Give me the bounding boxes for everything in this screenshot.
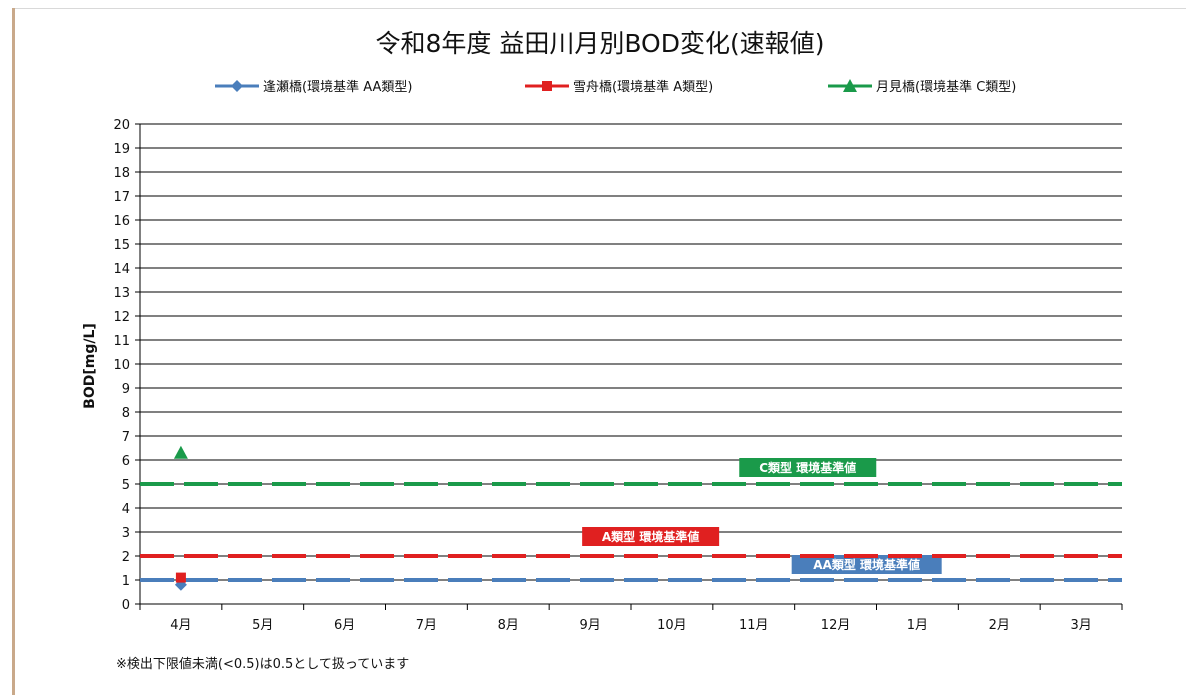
y-tick-label: 16 bbox=[113, 214, 130, 229]
reference-annotation-box bbox=[582, 527, 720, 546]
a-point-marker bbox=[175, 572, 186, 583]
reference-annotation-box bbox=[791, 555, 942, 574]
y-tick-label: 17 bbox=[113, 190, 130, 205]
y-tick-label: 4 bbox=[122, 502, 130, 517]
x-tick-label: 8月 bbox=[498, 618, 519, 633]
y-tick-label: 18 bbox=[113, 166, 130, 181]
x-tick-label: 2月 bbox=[989, 618, 1010, 633]
reference-annotation-box bbox=[739, 458, 877, 477]
legend: 逢瀬橋(環境基準 AA類型) 雪舟橋(環境基準 A類型) 月見橋(環境基準 C類型) bbox=[215, 79, 1016, 95]
reference-annotation-label: C類型 環境基準値 bbox=[759, 460, 856, 475]
y-tick-label: 7 bbox=[122, 430, 130, 445]
x-tick-label: 10月 bbox=[657, 618, 687, 633]
y-tick-label: 15 bbox=[113, 238, 130, 253]
legend-label: 逢瀬橋(環境基準 AA類型) bbox=[263, 79, 412, 95]
y-tick-label: 1 bbox=[122, 574, 130, 589]
y-tick-label: 14 bbox=[113, 262, 130, 277]
x-tick-label: 9月 bbox=[579, 618, 600, 633]
reference-lines: AA類型 環境基準値 A類型 環境基準値 C類型 環境基準値 bbox=[140, 458, 1122, 582]
data-points bbox=[173, 445, 188, 591]
y-axis-label: BOD[mg/L] bbox=[82, 323, 98, 409]
y-tick-label: 13 bbox=[113, 286, 130, 301]
legend-marker bbox=[231, 80, 243, 92]
x-tick-label: 7月 bbox=[416, 618, 437, 633]
y-tick-label: 11 bbox=[113, 334, 130, 349]
y-tick-label: 2 bbox=[122, 550, 130, 565]
y-tick-label: 12 bbox=[113, 310, 130, 325]
chart-title: 令和8年度 益田川月別BOD変化(速報値) bbox=[375, 29, 824, 58]
y-tick-label: 0 bbox=[122, 598, 130, 613]
x-tick-label: 4月 bbox=[170, 618, 191, 633]
y-tick-label: 9 bbox=[122, 382, 130, 397]
y-tick-label: 10 bbox=[113, 358, 130, 373]
x-axis-ticks: 4月 5月 6月 7月 8月 9月 10月 11月 12月 1月 2月 3月 bbox=[170, 618, 1091, 633]
legend-label: 雪舟橋(環境基準 A類型) bbox=[573, 79, 713, 95]
reference-annotation-label: AA類型 環境基準値 bbox=[813, 557, 920, 572]
footnote: ※検出下限値未満(<0.5)は0.5として扱っています bbox=[116, 656, 409, 672]
sheet-top-line bbox=[12, 8, 1186, 9]
x-tick-label: 3月 bbox=[1070, 618, 1091, 633]
legend-label: 月見橋(環境基準 C類型) bbox=[876, 79, 1016, 95]
reference-annotation-label: A類型 環境基準値 bbox=[602, 529, 699, 544]
y-tick-label: 8 bbox=[122, 406, 130, 421]
y-tick-label: 6 bbox=[122, 454, 130, 469]
sheet-left-border bbox=[12, 8, 15, 695]
legend-marker bbox=[542, 81, 552, 91]
c-point-marker bbox=[173, 445, 188, 459]
legend-marker bbox=[843, 79, 857, 92]
x-tick-label: 6月 bbox=[334, 618, 355, 633]
y-tick-label: 20 bbox=[113, 118, 130, 133]
x-tick-label: 5月 bbox=[252, 618, 273, 633]
x-tick-label: 1月 bbox=[907, 618, 928, 633]
x-tick-label: 12月 bbox=[821, 618, 851, 633]
y-tick-label: 5 bbox=[122, 478, 130, 493]
y-tick-label: 3 bbox=[122, 526, 130, 541]
y-tick-label: 19 bbox=[113, 142, 130, 157]
x-tick-label: 11月 bbox=[739, 618, 769, 633]
